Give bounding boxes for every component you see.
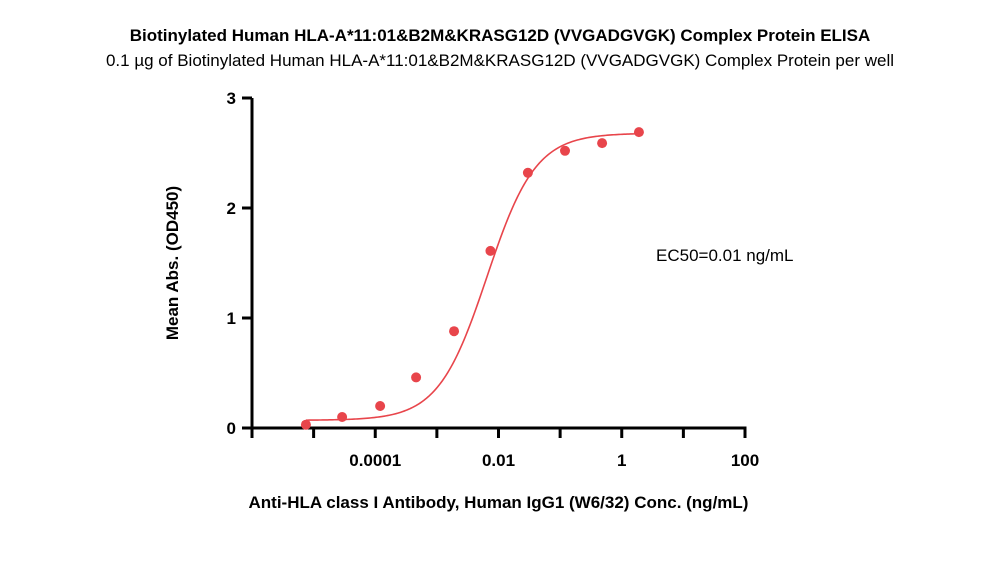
chart-axes <box>242 96 747 438</box>
data-point <box>560 145 571 156</box>
y-tick-label: 1 <box>227 309 236 328</box>
data-point <box>411 372 422 383</box>
data-point <box>633 127 644 138</box>
x-axis-label: Anti-HLA class I Antibody, Human IgG1 (W… <box>249 493 749 512</box>
ec50-annotation: EC50=0.01 ng/mL <box>656 246 794 265</box>
data-point <box>337 412 348 422</box>
x-tick-label: 0.0001 <box>349 451 401 470</box>
data-point <box>375 401 386 411</box>
y-tick-label: 2 <box>227 199 236 218</box>
chart-labels: 0 1 2 3 0.0001 0.01 1 100 Anti-HLA class I Antib… <box>163 89 759 512</box>
y-tick-label: 3 <box>227 89 236 108</box>
fit-curve <box>305 132 639 421</box>
chart-title: Biotinylated Human HLA-A*11:01&B2M&KRASG… <box>129 26 871 45</box>
fit-curve-group <box>305 132 639 421</box>
data-point <box>522 167 533 178</box>
x-tick-label: 1 <box>617 451 626 470</box>
x-tick-label: 100 <box>731 451 759 470</box>
chart-subtitle: 0.1 µg of Biotinylated Human HLA-A*11:01… <box>105 51 895 70</box>
data-point <box>597 138 608 149</box>
y-tick-label: 0 <box>227 419 236 438</box>
data-point <box>449 326 460 337</box>
data-point <box>300 419 311 430</box>
x-tick-label: 0.01 <box>482 451 515 470</box>
data-points <box>300 127 644 430</box>
data-point <box>485 245 496 256</box>
y-axis-label: Mean Abs. (OD450) <box>163 186 182 340</box>
